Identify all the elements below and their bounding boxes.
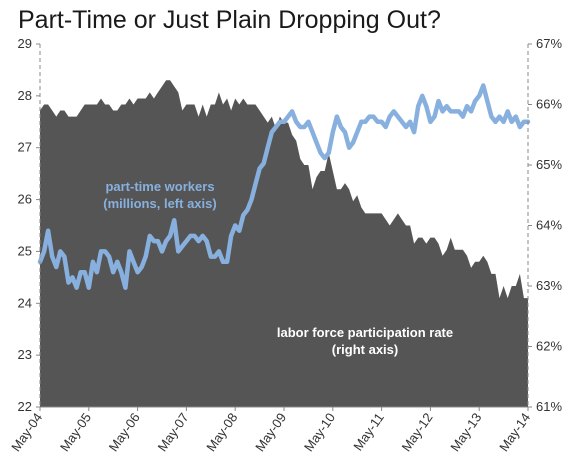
x-tick-label: May-08 (203, 410, 240, 454)
left-tick-label: 28 (18, 88, 32, 103)
x-tick-label: May-06 (106, 410, 143, 454)
x-tick-label: May-14 (496, 410, 533, 454)
x-tick-label: May-05 (57, 410, 94, 454)
x-tick-label: May-09 (252, 410, 289, 454)
area-layer (40, 80, 528, 408)
chart-title: Part-Time or Just Plain Dropping Out? (18, 6, 441, 34)
left-tick-label: 27 (18, 140, 32, 155)
part-time-annotation: part-time workers (105, 179, 214, 194)
part-time-workers-line (37, 83, 531, 290)
right-tick-label: 67% (536, 36, 562, 51)
left-tick-label: 25 (18, 243, 32, 258)
left-tick-label: 22 (18, 399, 32, 414)
x-tick-label: May-07 (155, 410, 192, 454)
right-tick-label: 64% (536, 218, 562, 233)
right-tick-label: 65% (536, 157, 562, 172)
left-tick-label: 24 (18, 295, 32, 310)
participation-annotation: labor force participation rate (277, 325, 453, 340)
left-tick-label: 23 (18, 347, 32, 362)
x-tick-label: May-11 (350, 410, 387, 453)
right-tick-label: 66% (536, 97, 562, 112)
line-layer (37, 83, 531, 290)
x-tick-label: May-13 (447, 410, 484, 454)
left-tick-label: 29 (18, 36, 32, 51)
x-tick-label: May-12 (399, 410, 436, 454)
right-tick-label: 62% (536, 339, 562, 354)
annotation-layer: part-time workers (millions, left axis) la… (103, 179, 453, 357)
x-tick-label: May-10 (301, 410, 338, 454)
right-tick-label: 63% (536, 278, 562, 293)
right-tick-label: 61% (536, 399, 562, 414)
participation-rate-area (40, 80, 528, 408)
left-tick-label: 26 (18, 192, 32, 207)
x-tick-label: May-04 (8, 410, 45, 454)
part-time-annotation: (millions, left axis) (103, 196, 216, 211)
participation-annotation: (right axis) (332, 342, 398, 357)
